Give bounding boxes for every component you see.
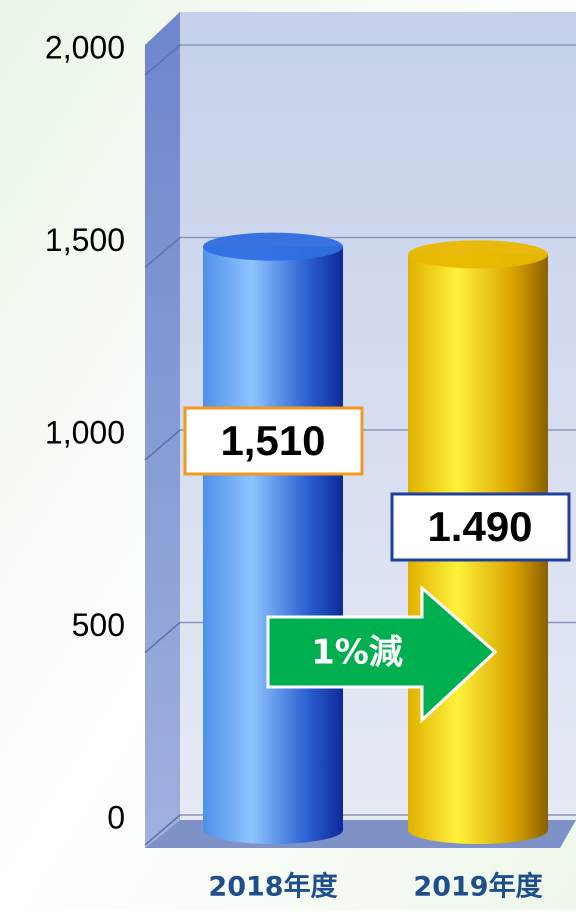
bar xyxy=(203,246,343,830)
y-tick-label: 1,000 xyxy=(45,414,125,450)
y-tick-label: 0 xyxy=(107,799,125,835)
annotation: 1%減 xyxy=(311,633,403,673)
grid-line-side xyxy=(144,236,181,269)
side-wall xyxy=(145,12,180,848)
x-tick-label: 2019年度 xyxy=(413,871,542,903)
grid-line-side xyxy=(144,429,181,461)
bar-bottom xyxy=(203,816,343,844)
x-tick-label: 2018年度 xyxy=(208,871,337,903)
bar-top xyxy=(203,232,343,261)
bar-bottom xyxy=(408,816,548,844)
value-label: 1,510 xyxy=(220,417,325,464)
y-tick-label: 500 xyxy=(72,607,125,643)
y-tick-label: 1,500 xyxy=(45,222,125,258)
labels: 0 500 1,000 1,500 2,000 2018年度 2019年度 1%減 1,510 1… xyxy=(45,29,571,903)
value-label-box xyxy=(390,492,571,562)
grid-line-side xyxy=(144,44,181,76)
value-label-box xyxy=(183,406,364,476)
arrow xyxy=(266,584,498,724)
grid-line-side xyxy=(144,621,181,654)
grid-line-side xyxy=(144,814,181,846)
y-tick-label: 2,000 xyxy=(45,29,125,65)
bar-top xyxy=(408,240,548,269)
value-label: 1.490 xyxy=(427,503,532,550)
